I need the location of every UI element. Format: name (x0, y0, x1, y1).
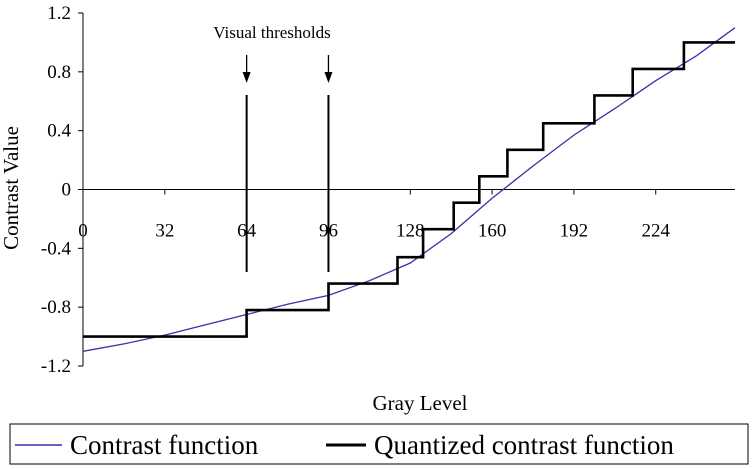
series-contrast-function (82, 27, 736, 352)
threshold-arrow-head (324, 72, 333, 83)
visual-thresholds-annotation: Visual thresholds (213, 23, 331, 42)
y-tick-label: -0.8 (41, 297, 71, 318)
legend-label-quantized-contrast-function: Quantized contrast function (374, 430, 674, 460)
y-tick-label: 0.4 (47, 121, 71, 142)
y-tick-label: -0.4 (41, 238, 72, 259)
plot-frame (82, 13, 735, 366)
threshold-arrow-head (242, 72, 251, 83)
y-tick-label: -1.2 (41, 356, 71, 377)
x-tick-label: 32 (155, 221, 174, 242)
y-axis-title: Contrast Value (0, 126, 23, 250)
x-tick-label: 128 (396, 221, 425, 242)
y-tick-labels: 1.2 0.8 0.4 0 -0.4 -0.8 -1.2 (41, 3, 83, 377)
legend: Contrast function Quantized contrast fun… (9, 423, 749, 465)
x-tick-label: 160 (478, 221, 507, 242)
x-tick-label: 192 (560, 221, 589, 242)
x-tick-label: 0 (78, 221, 88, 242)
legend-box (9, 423, 749, 465)
legend-label-contrast-function: Contrast function (70, 430, 259, 460)
x-tick-labels: 0 32 64 96 128 160 192 224 (78, 189, 670, 242)
y-tick-label: 0 (62, 180, 72, 201)
x-axis-title: Gray Level (372, 391, 467, 415)
x-tick-label: 224 (641, 221, 670, 242)
series-quantized-contrast-function (83, 41, 735, 338)
series-layer (82, 27, 736, 352)
y-tick-label: 1.2 (47, 3, 71, 24)
y-tick-label: 0.8 (47, 62, 71, 83)
threshold-markers (242, 55, 333, 272)
